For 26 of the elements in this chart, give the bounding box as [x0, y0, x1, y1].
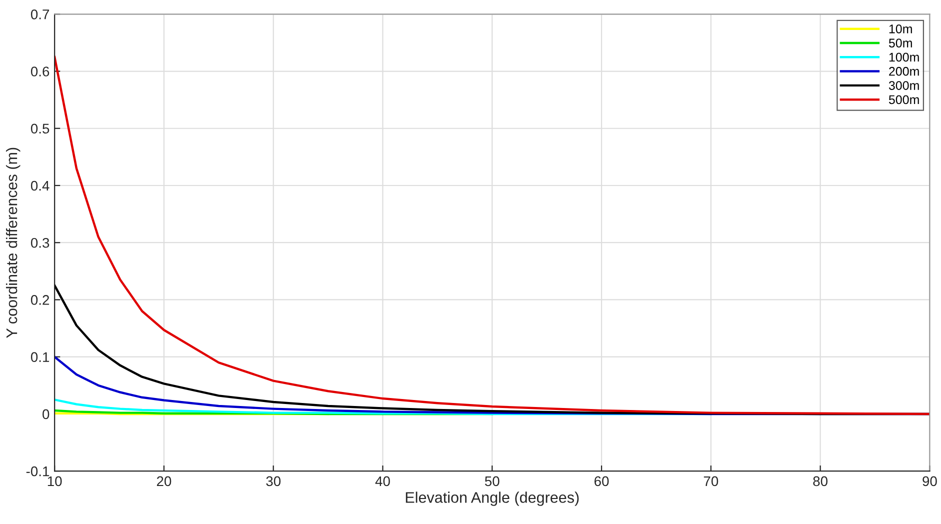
legend-label: 200m — [889, 66, 919, 76]
y-tick-label: 0.3 — [30, 238, 50, 248]
y-tick-label: 0.2 — [30, 295, 50, 305]
x-tick-label: 30 — [266, 476, 281, 486]
legend-label: 300m — [888, 81, 919, 90]
y-tick-label: 0.7 — [30, 9, 50, 20]
legend-label: 10m — [889, 24, 912, 34]
y-tick-label: -0.1 — [26, 466, 50, 476]
x-tick-label: 70 — [704, 476, 718, 486]
legend-label: 50m — [888, 38, 912, 48]
x-tick-label: 50 — [484, 476, 500, 486]
x-tick-label: 10 — [48, 476, 62, 486]
x-tick-label: 60 — [594, 476, 609, 486]
x-tick-label: 80 — [813, 476, 828, 486]
y-tick-label: 0 — [42, 409, 50, 420]
x-tick-label: 90 — [922, 476, 937, 486]
y-tick-label: 0.6 — [30, 66, 50, 76]
x-tick-label: 20 — [156, 476, 172, 486]
y-tick-label: 0.1 — [30, 352, 50, 362]
y-tick-label: 0.4 — [30, 180, 50, 191]
y-axis-title: Y coordinate differences (m) — [6, 148, 20, 338]
x-tick-label: 40 — [375, 476, 390, 486]
x-axis-title: Elevation Angle (degrees) — [406, 492, 579, 506]
y-tick-label: 0.5 — [30, 124, 50, 134]
legend-label: 500m — [888, 95, 919, 104]
legend-label: 100m — [889, 52, 919, 62]
